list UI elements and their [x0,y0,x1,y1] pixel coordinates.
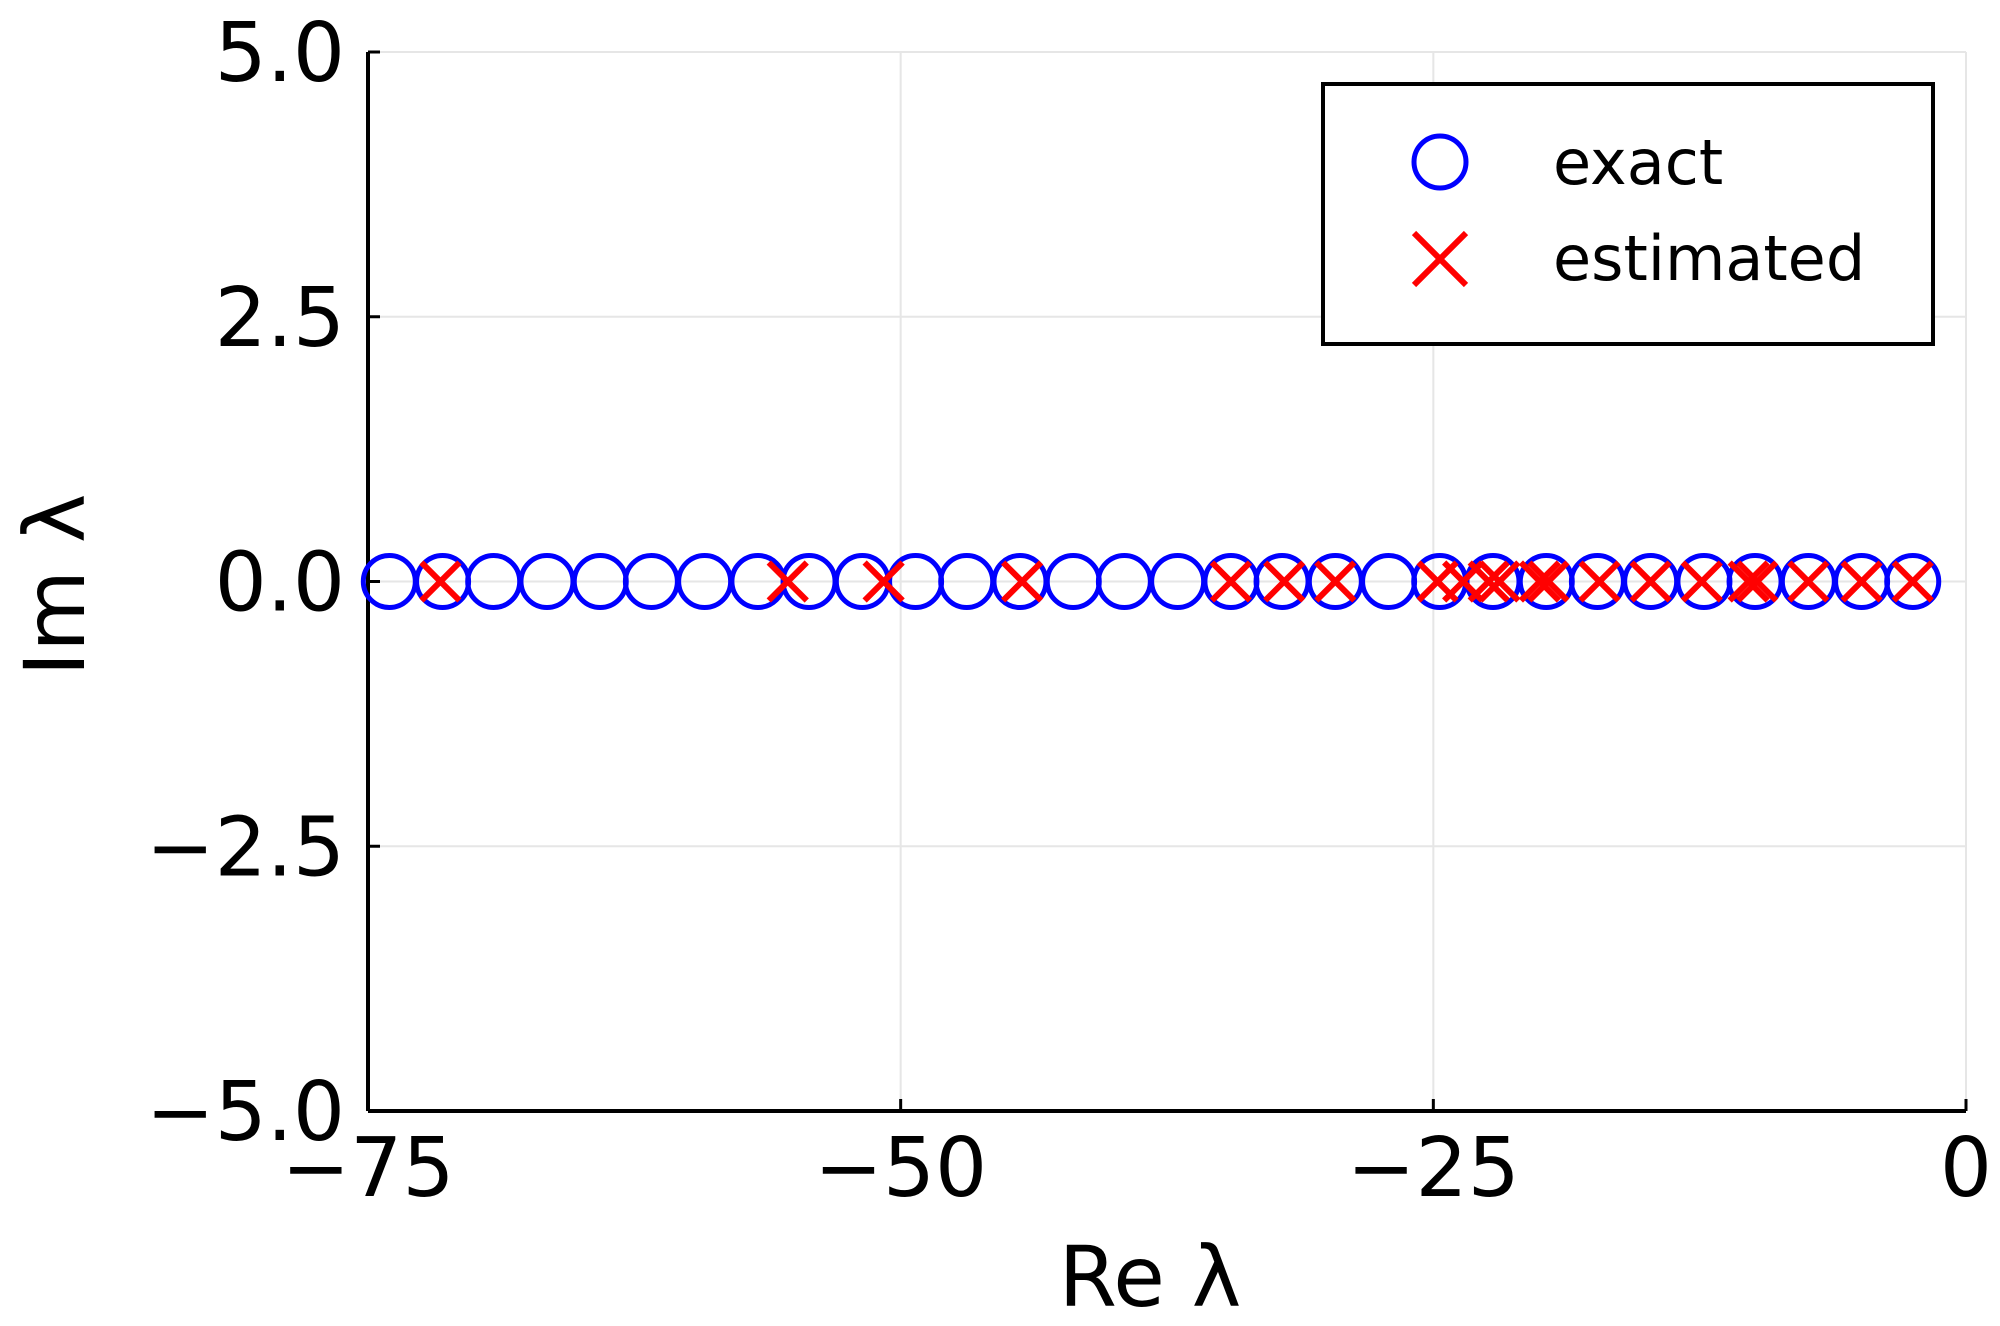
estimated-point [1787,560,1830,603]
y-tick-label: 5.0 [215,6,345,101]
y-axis-title: Im λ [6,493,104,676]
estimated-point [1629,560,1672,603]
x-tick-label: −50 [814,1121,987,1216]
estimated-point [419,560,462,603]
estimated-point [1467,560,1510,603]
estimated-point [1518,560,1561,603]
estimated-point [1727,560,1770,603]
estimated-point [1000,560,1044,603]
exact-point [1884,553,1942,610]
estimated-point [1891,560,1934,603]
estimated-point [1578,560,1621,603]
tick-labels: −75 −50 −25 0 5.0 2.5 0.0 −2.5 −5.0 [146,6,1992,1216]
estimated-point [1263,560,1306,603]
estimated-point [1680,560,1723,603]
series-exact [360,553,1942,610]
legend: exact estimated [1321,82,1935,346]
estimated-point [1840,560,1883,603]
legend-exact-marker [1411,133,1469,191]
legend-exact-label: exact [1553,126,1723,199]
x-axis-title: Re λ [1059,1228,1242,1326]
estimated-point [766,560,809,603]
data-marks [360,553,1942,610]
x-tick-label: −25 [1347,1121,1520,1216]
legend-estimated-label: estimated [1553,222,1865,295]
estimated-point [1527,560,1570,603]
legend-box [1321,82,1935,346]
x-tick-label: 0 [1940,1121,1992,1216]
estimated-point [1314,560,1357,603]
estimated-point [1736,560,1779,603]
estimated-point [1478,560,1521,603]
y-tick-label: 0.0 [215,536,345,631]
estimated-point [862,560,905,603]
y-tick-label: 2.5 [215,271,345,366]
legend-estimated-marker [1411,230,1469,288]
series-estimated [419,560,1934,603]
x-tick-label: −75 [281,1121,454,1216]
estimated-point [1209,560,1253,603]
y-tick-label: −5.0 [146,1065,345,1160]
axes [366,50,1968,1113]
y-tick-label: −2.5 [146,800,345,895]
